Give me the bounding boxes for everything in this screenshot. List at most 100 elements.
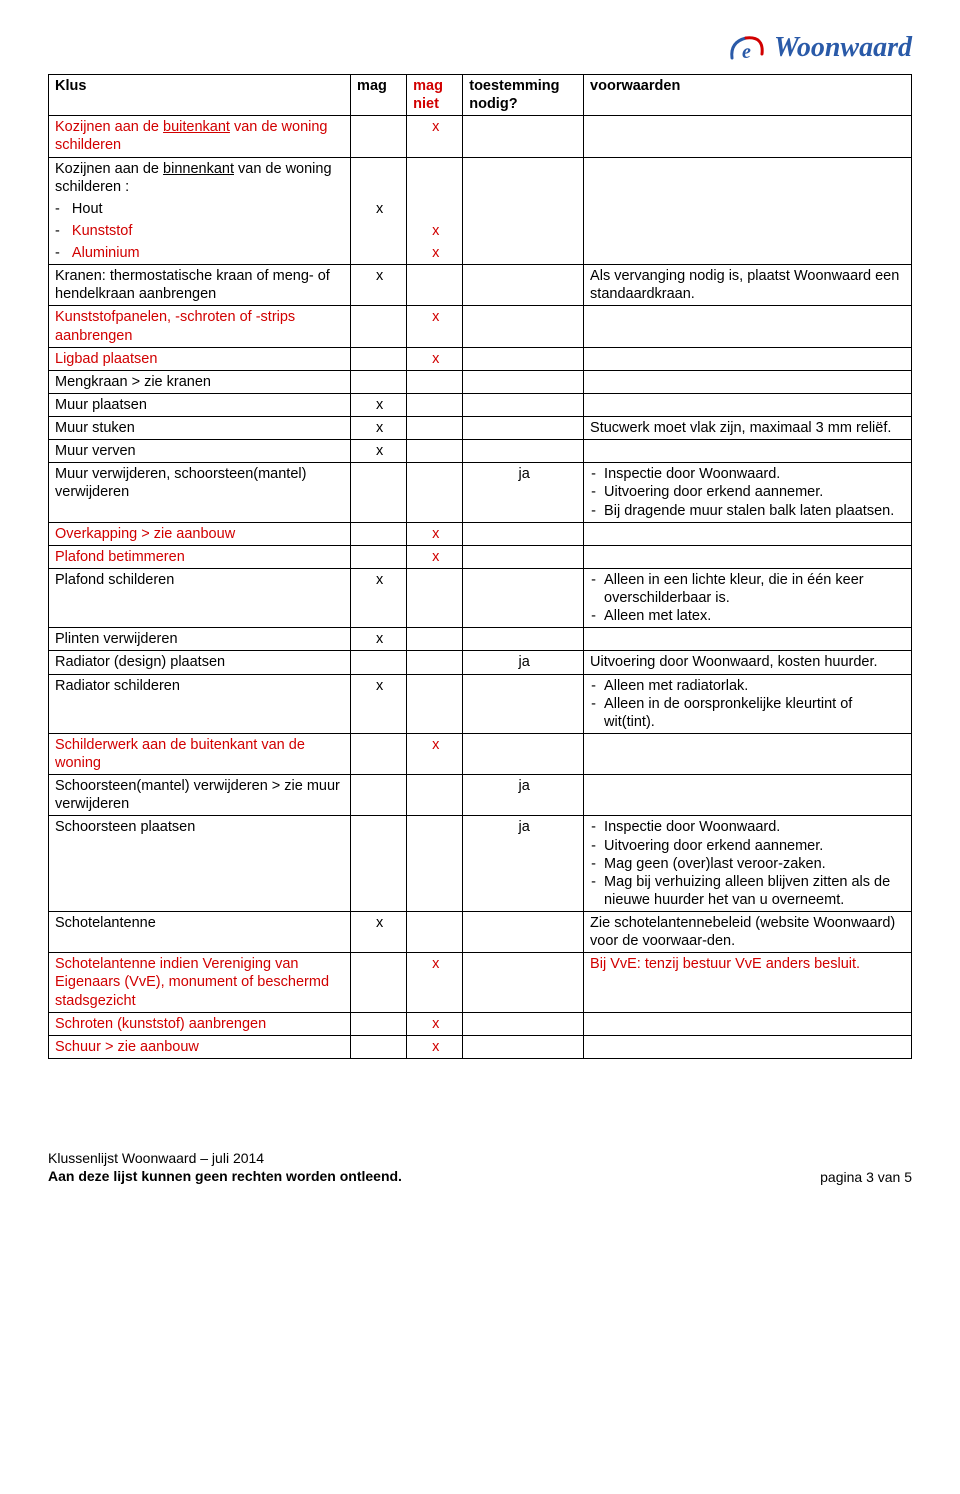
table-cell: Muur stuken <box>49 417 351 440</box>
table-cell: Muur plaatsen <box>49 393 351 416</box>
table-cell <box>463 393 584 416</box>
table-cell: x <box>407 522 463 545</box>
table-cell <box>407 463 463 522</box>
th-mag-niet: mag niet <box>407 75 463 116</box>
table-cell: ja <box>463 651 584 674</box>
table-cell <box>584 545 912 568</box>
table-cell <box>351 347 407 370</box>
table-row: - Houtx <box>49 198 912 220</box>
table-cell: x <box>407 347 463 370</box>
table-row: Kunststofpanelen, -schroten of -strips a… <box>49 306 912 347</box>
table-cell: Stucwerk moet vlak zijn, maximaal 3 mm r… <box>584 417 912 440</box>
table-cell <box>351 816 407 912</box>
table-row: Kozijnen aan de binnenkant van de woning… <box>49 157 912 198</box>
table-cell <box>351 775 407 816</box>
table-cell <box>584 347 912 370</box>
table-cell: Overkapping > zie aanbouw <box>49 522 351 545</box>
table-cell <box>407 912 463 953</box>
table-row: Overkapping > zie aanbouw x <box>49 522 912 545</box>
table-cell <box>351 1012 407 1035</box>
table-cell: Inspectie door Woonwaard.Uitvoering door… <box>584 463 912 522</box>
table-cell <box>407 417 463 440</box>
table-cell: Muur verven <box>49 440 351 463</box>
table-row: - Kunststofx <box>49 220 912 242</box>
th-klus: Klus <box>49 75 351 116</box>
table-cell <box>463 116 584 157</box>
svg-text:e: e <box>742 41 751 63</box>
table-cell <box>407 775 463 816</box>
table-cell: - Aluminium <box>49 242 351 265</box>
table-cell <box>463 198 584 220</box>
table-cell <box>463 242 584 265</box>
table-cell <box>351 545 407 568</box>
table-row: Schotelantenne indien Vereniging van Eig… <box>49 953 912 1012</box>
table-row: Muur vervenx <box>49 440 912 463</box>
table-cell: Muur verwijderen, schoorsteen(mantel) ve… <box>49 463 351 522</box>
table-cell: x <box>351 912 407 953</box>
table-cell: Schroten (kunststof) aanbrengen <box>49 1012 351 1035</box>
table-cell: x <box>407 1012 463 1035</box>
table-cell: x <box>407 733 463 774</box>
table-cell: Kunststofpanelen, -schroten of -strips a… <box>49 306 351 347</box>
table-cell: Uitvoering door Woonwaard, kosten huurde… <box>584 651 912 674</box>
table-cell <box>351 463 407 522</box>
table-cell: Kozijnen aan de buitenkant van de woning… <box>49 116 351 157</box>
table-row: Kranen: thermostatische kraan of meng- o… <box>49 265 912 306</box>
table-cell: Schoorsteen(mantel) verwijderen > zie mu… <box>49 775 351 816</box>
table-cell <box>407 568 463 627</box>
table-cell <box>351 370 407 393</box>
table-cell <box>407 198 463 220</box>
table-cell: Schilderwerk aan de buitenkant van de wo… <box>49 733 351 774</box>
table-row: Muur stukenxStucwerk moet vlak zijn, max… <box>49 417 912 440</box>
table-cell: x <box>407 1035 463 1058</box>
table-cell <box>351 220 407 242</box>
table-row: Schilderwerk aan de buitenkant van de wo… <box>49 733 912 774</box>
table-row: - Aluminiumx <box>49 242 912 265</box>
logo-text: Woonwaard <box>774 32 912 64</box>
table-cell <box>407 370 463 393</box>
table-cell <box>463 417 584 440</box>
footer-line2: Aan deze lijst kunnen geen rechten worde… <box>48 1167 402 1185</box>
table-cell <box>463 370 584 393</box>
table-cell <box>584 116 912 157</box>
table-cell: x <box>351 568 407 627</box>
table-cell <box>407 816 463 912</box>
table-cell <box>584 393 912 416</box>
table-cell <box>351 306 407 347</box>
table-cell <box>463 628 584 651</box>
table-cell <box>463 1035 584 1058</box>
table-row: Kozijnen aan de buitenkant van de woning… <box>49 116 912 157</box>
table-row: Plafond betimmerenx <box>49 545 912 568</box>
footer-page: pagina 3 van 5 <box>820 1169 912 1185</box>
table-cell: Als vervanging nodig is, plaatst Woonwaa… <box>584 265 912 306</box>
table-cell <box>584 440 912 463</box>
footer: Klussenlijst Woonwaard – juli 2014 Aan d… <box>48 1149 912 1185</box>
table-cell: Plafond betimmeren <box>49 545 351 568</box>
table-cell: x <box>351 198 407 220</box>
table-cell <box>584 628 912 651</box>
table-cell: x <box>407 953 463 1012</box>
klus-table: Klus mag mag niet toestemming nodig? voo… <box>48 74 912 1059</box>
table-cell <box>584 198 912 220</box>
table-row: Radiator schilderenxAlleen met radiatorl… <box>49 674 912 733</box>
table-cell <box>463 157 584 198</box>
table-cell <box>584 1012 912 1035</box>
table-cell: Kozijnen aan de binnenkant van de woning… <box>49 157 351 198</box>
table-cell: Bij VvE: tenzij bestuur VvE anders beslu… <box>584 953 912 1012</box>
table-cell: x <box>407 306 463 347</box>
table-cell: x <box>407 116 463 157</box>
table-cell: x <box>351 628 407 651</box>
table-row: Ligbad plaatsenx <box>49 347 912 370</box>
table-cell: Plafond schilderen <box>49 568 351 627</box>
table-cell <box>463 953 584 1012</box>
table-cell <box>584 370 912 393</box>
table-cell <box>463 220 584 242</box>
table-cell: ja <box>463 463 584 522</box>
table-row: Schoorsteen plaatsenjaInspectie door Woo… <box>49 816 912 912</box>
table-cell <box>407 265 463 306</box>
table-cell <box>584 242 912 265</box>
table-cell <box>584 306 912 347</box>
table-row: Muur plaatsenx <box>49 393 912 416</box>
table-cell: Plinten verwijderen <box>49 628 351 651</box>
table-cell: ja <box>463 775 584 816</box>
